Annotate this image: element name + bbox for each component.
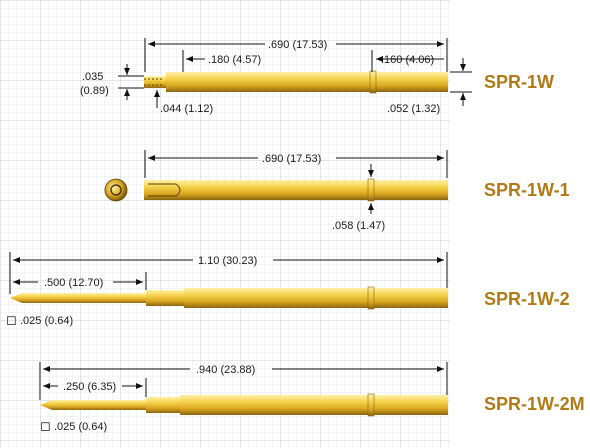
pin-spr-1w-2	[10, 286, 448, 310]
pin-end-view	[104, 178, 128, 202]
dims-spr-1w-1: .690 (17.53) .058 (1.47)	[144, 150, 448, 232]
part-label-spr-1w-2m: SPR-1W-2M	[484, 394, 585, 414]
part-label-spr-1w-1: SPR-1W-1	[484, 180, 570, 200]
pin-crimp-ring	[367, 178, 375, 202]
pin-head	[146, 397, 182, 413]
dim-overall-length: .690 (17.53)	[268, 39, 327, 51]
dim-tip-diameter: .025 (0.64)	[20, 315, 73, 327]
diameter-square-icon: ◻	[6, 312, 17, 327]
pin-head	[146, 290, 186, 306]
dim-barrel-diameter: .052 (1.32)	[387, 103, 440, 115]
dims-spr-1w-2m: .940 (23.88) .250 (6.35) ◻ .025 (0.64)	[39, 362, 448, 433]
pin-spr-1w-2m	[40, 393, 448, 417]
dim-overall-length: 1.10 (30.23)	[198, 255, 257, 267]
pin-barrel	[184, 288, 448, 308]
dim-tail-length: .160 (4.06)	[381, 54, 434, 66]
pin-spr-1w	[144, 70, 448, 94]
pin-crimp-ring	[367, 286, 375, 310]
pin-crimp-ring	[369, 70, 377, 94]
pin-barrel	[180, 395, 448, 415]
pin-barrel	[166, 72, 448, 92]
dim-tip-diameter: .025 (0.64)	[54, 421, 107, 433]
pin-plunger	[10, 293, 146, 303]
dims-spr-1w-2: 1.10 (30.23) .500 (12.70) ◻ .025 (0.64)	[6, 252, 448, 327]
pin-head	[144, 76, 168, 88]
dims-spr-1w: .690 (17.53) .180 (4.57) .160 (4.06) .03…	[80, 38, 472, 115]
dim-ring-diameter: .058 (1.47)	[332, 220, 385, 232]
dim-overall-length: .690 (17.53)	[262, 153, 321, 165]
dim-head-length: .180 (4.57)	[208, 54, 261, 66]
dim-bore-mm: (0.89)	[80, 85, 109, 97]
dim-overall-length: .940 (23.88)	[196, 364, 255, 376]
dim-bore-inch: .035	[82, 71, 103, 83]
diameter-square-icon: ◻	[40, 418, 51, 433]
pin-plunger	[40, 400, 146, 410]
pin-barrel	[144, 180, 448, 200]
pin-crimp-ring	[367, 393, 375, 417]
dim-plunger-length: .500 (12.70)	[44, 277, 103, 289]
part-label-spr-1w-2: SPR-1W-2	[484, 289, 570, 309]
dim-plunger-length: .250 (6.35)	[63, 381, 116, 393]
part-label-spr-1w: SPR-1W	[484, 72, 554, 92]
pin-spr-1w-1	[104, 178, 448, 202]
dim-head-diameter: .044 (1.12)	[160, 103, 213, 115]
